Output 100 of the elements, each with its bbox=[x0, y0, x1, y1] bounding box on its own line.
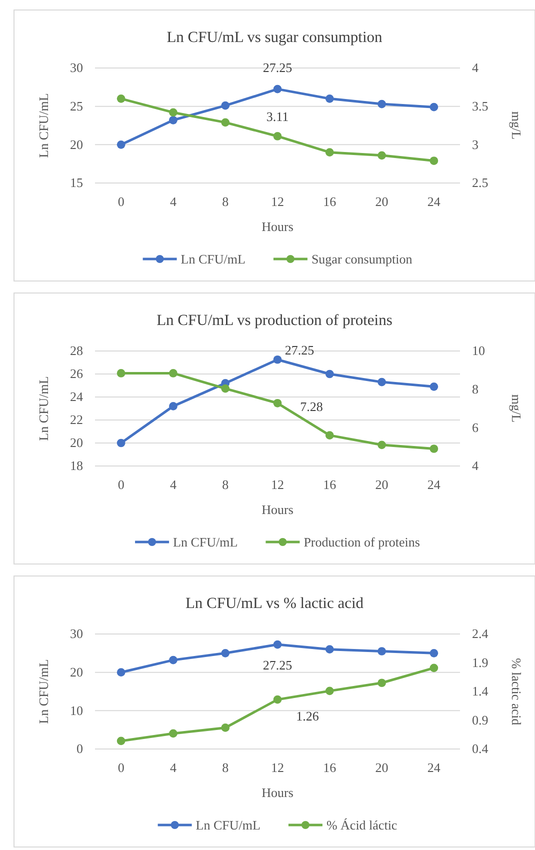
point bbox=[169, 656, 178, 664]
legend-label: % Ácid láctic bbox=[326, 818, 398, 832]
point bbox=[378, 647, 386, 656]
point bbox=[378, 678, 386, 688]
point bbox=[430, 156, 438, 165]
x-tick-label: 12 bbox=[271, 760, 284, 776]
y2-axis-title: mg/L bbox=[509, 111, 524, 140]
y-tick-label: 26 bbox=[70, 366, 84, 382]
x-tick-label: 0 bbox=[118, 477, 124, 492]
y2-tick-label: 8 bbox=[472, 381, 478, 396]
y-tick-label: 18 bbox=[70, 458, 83, 474]
point bbox=[221, 118, 230, 127]
y2-tick-label: 3 bbox=[472, 136, 478, 152]
x-tick-label: 4 bbox=[170, 477, 177, 492]
legend-label: Ln CFU/mL bbox=[180, 252, 246, 266]
point bbox=[325, 645, 334, 654]
y-tick-label: 28 bbox=[70, 343, 83, 358]
y-tick-label: 25 bbox=[70, 98, 83, 114]
point bbox=[430, 648, 438, 658]
chart-title: Ln CFU/mL vs sugar consumption bbox=[166, 29, 383, 46]
x-tick-label: 4 bbox=[170, 760, 177, 776]
chart-title: Ln CFU/mL vs % lactic acid bbox=[185, 595, 364, 612]
y2-tick-label: 1.9 bbox=[472, 654, 488, 670]
x-tick-label: 16 bbox=[323, 760, 337, 776]
point bbox=[430, 444, 438, 453]
y2-axis-title: % lactic acid bbox=[509, 658, 524, 726]
y-tick-label: 20 bbox=[70, 435, 83, 450]
point bbox=[325, 370, 334, 378]
y-tick-label: 15 bbox=[70, 175, 83, 190]
y-tick-label: 20 bbox=[70, 664, 83, 680]
x-axis-title: Hours bbox=[262, 219, 294, 234]
point bbox=[221, 724, 230, 732]
y2-tick-label: 1.4 bbox=[472, 684, 489, 699]
point bbox=[273, 132, 282, 140]
y2-tick-label: 3.5 bbox=[472, 98, 488, 114]
y2-axis-title: mg/L bbox=[509, 394, 524, 423]
y-tick-label: 20 bbox=[70, 136, 83, 152]
legend-label: Ln CFU/mL bbox=[173, 534, 238, 550]
point bbox=[430, 664, 438, 672]
point bbox=[325, 686, 334, 696]
y2-tick-label: 0.4 bbox=[472, 741, 489, 756]
x-tick-label: 20 bbox=[375, 477, 388, 492]
point bbox=[325, 431, 334, 440]
point bbox=[430, 382, 438, 391]
point bbox=[116, 94, 126, 103]
point bbox=[430, 102, 438, 112]
point bbox=[221, 648, 230, 658]
point bbox=[116, 438, 126, 448]
y-tick-label: 30 bbox=[70, 626, 83, 642]
legend-label: Ln CFU/mL bbox=[196, 818, 260, 832]
x-tick-label: 0 bbox=[118, 194, 124, 210]
y-axis-title: Ln CFU/mL bbox=[36, 93, 51, 158]
legend-label: Production of proteins bbox=[304, 534, 420, 550]
x-axis-title: Hours bbox=[262, 502, 294, 517]
x-tick-label: 24 bbox=[427, 477, 441, 492]
x-tick-label: 12 bbox=[271, 477, 284, 492]
x-tick-label: 24 bbox=[427, 760, 441, 776]
x-tick-label: 0 bbox=[118, 760, 124, 776]
y-tick-label: 0 bbox=[76, 741, 83, 756]
data-label: 7.28 bbox=[300, 399, 323, 414]
y-tick-label: 22 bbox=[70, 412, 83, 428]
point bbox=[378, 378, 386, 386]
point bbox=[378, 100, 386, 108]
point bbox=[378, 440, 386, 450]
point bbox=[116, 140, 126, 149]
x-tick-label: 20 bbox=[375, 760, 388, 776]
x-tick-label: 24 bbox=[427, 194, 441, 210]
data-label: 1.26 bbox=[296, 708, 320, 724]
x-tick-label: 16 bbox=[323, 194, 337, 210]
point bbox=[221, 101, 230, 110]
legend-label: Sugar consumption bbox=[311, 252, 413, 266]
point bbox=[273, 398, 282, 408]
y-tick-label: 24 bbox=[70, 389, 84, 404]
x-tick-label: 8 bbox=[222, 194, 229, 210]
data-label: 27.25 bbox=[284, 342, 314, 358]
point bbox=[169, 116, 178, 124]
x-tick-label: 12 bbox=[271, 194, 284, 210]
point bbox=[273, 84, 282, 94]
x-tick-label: 16 bbox=[323, 477, 337, 492]
y2-tick-label: 0.9 bbox=[472, 712, 488, 728]
data-label: 27.25 bbox=[262, 658, 292, 673]
x-tick-label: 4 bbox=[170, 194, 177, 210]
chart-title: Ln CFU/mL vs production of proteins bbox=[156, 312, 392, 329]
data-label: 27.25 bbox=[262, 60, 292, 76]
point bbox=[273, 355, 282, 364]
x-tick-label: 8 bbox=[222, 760, 229, 776]
point bbox=[116, 369, 126, 378]
y2-tick-label: 10 bbox=[472, 343, 485, 358]
y-axis-title: Ln CFU/mL bbox=[36, 376, 51, 441]
point bbox=[116, 668, 126, 677]
x-tick-label: 20 bbox=[375, 194, 388, 210]
y2-tick-label: 4 bbox=[472, 60, 479, 76]
point bbox=[325, 148, 334, 157]
x-axis-title: Hours bbox=[262, 785, 294, 800]
y-tick-label: 30 bbox=[70, 60, 83, 76]
point bbox=[116, 736, 126, 746]
y2-tick-label: 2.5 bbox=[472, 175, 488, 190]
point bbox=[221, 384, 230, 393]
data-label: 3.11 bbox=[266, 109, 289, 124]
x-tick-label: 8 bbox=[222, 477, 229, 492]
